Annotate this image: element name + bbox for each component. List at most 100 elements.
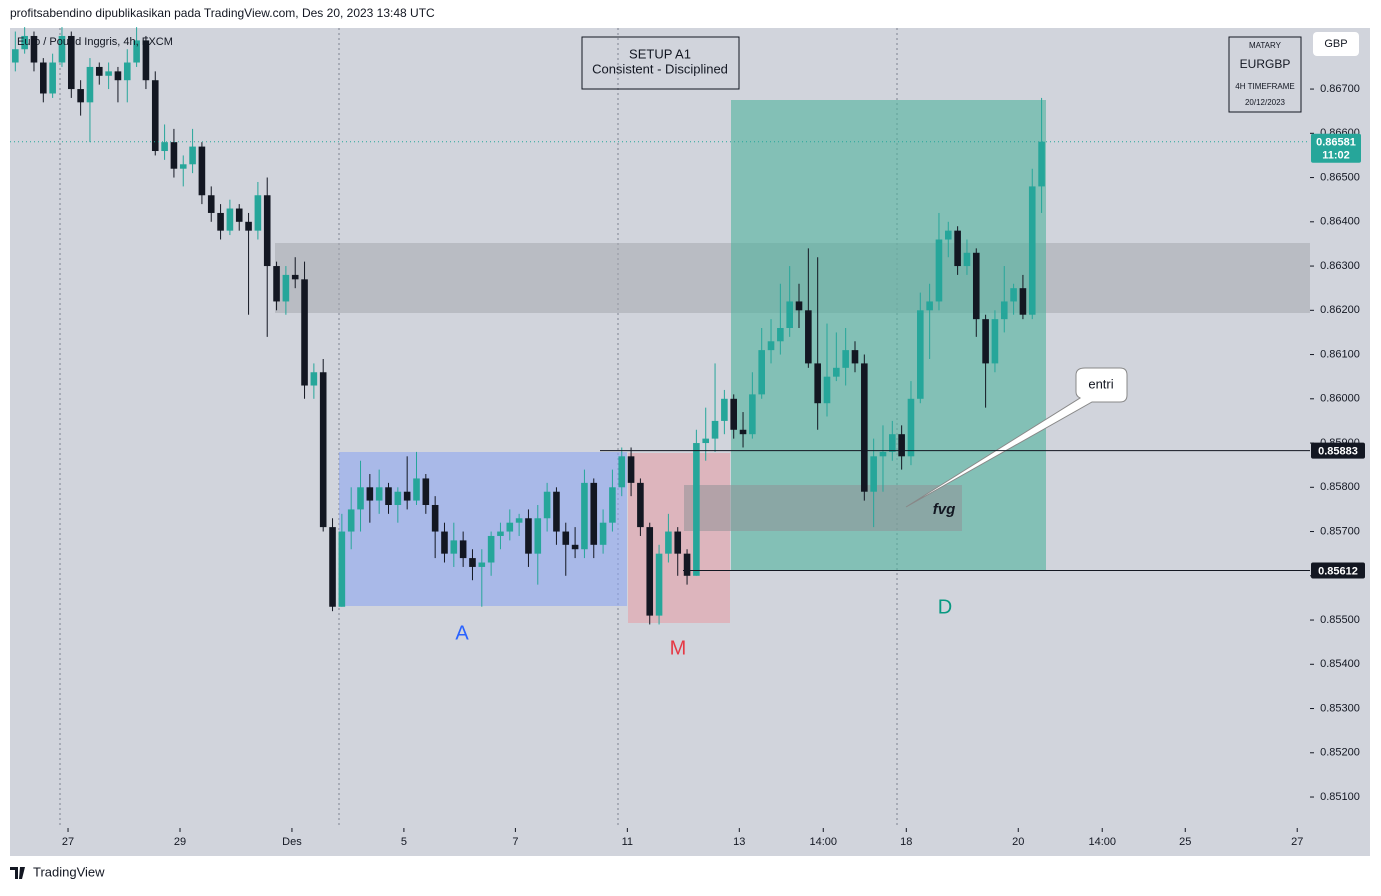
candle-body (870, 456, 877, 492)
y-tick-label: 0.85800 (1320, 481, 1360, 493)
candle-body (310, 372, 318, 386)
label-entry: entri (1088, 376, 1113, 391)
price-badge (1311, 562, 1365, 579)
candle-body (963, 252, 971, 267)
candle-body (245, 221, 252, 231)
currency-button[interactable] (1313, 32, 1359, 56)
candle-body (151, 80, 159, 152)
symbol-label: Euro / Pound Inggris, 4h, FXCM (17, 36, 173, 48)
candle-body (403, 491, 411, 501)
price-badge-label: 0.85612 (1318, 565, 1358, 577)
candle-body (459, 540, 467, 559)
footer-brand: TradingView (33, 864, 105, 879)
candle-body (506, 522, 514, 532)
x-tick-label: 20 (1012, 836, 1024, 848)
candle-body (515, 518, 523, 523)
candle-body (254, 195, 262, 231)
candle-body (571, 544, 579, 550)
candle-body (30, 35, 38, 63)
info-line: EURGBP (1240, 57, 1291, 71)
price-badge-label: 0.85883 (1318, 445, 1358, 457)
candle-body (478, 562, 486, 567)
candle-body (67, 35, 75, 90)
candle-body (170, 142, 178, 169)
candle-body (123, 62, 131, 81)
candle-body (851, 350, 859, 364)
candle-body (226, 208, 234, 231)
candle-body (385, 487, 392, 505)
candle-body (338, 531, 346, 607)
candle-body (833, 367, 840, 377)
fvg-zone (684, 485, 962, 531)
x-tick-label: 18 (900, 836, 912, 848)
x-tick-label: Des (282, 836, 302, 848)
candle-body (609, 487, 616, 523)
candle-body (543, 491, 551, 519)
countdown-label: 11:02 (1322, 150, 1350, 162)
y-tick-label: 0.85400 (1320, 658, 1360, 670)
x-tick-label: 27 (1291, 836, 1303, 848)
label-fvg: fvg (933, 501, 956, 518)
zone-a (339, 452, 627, 606)
candle-body (553, 491, 560, 532)
candles (12, 27, 1045, 625)
candle-body (12, 49, 19, 63)
publisher-line: profitsabendino dipublikasikan pada Trad… (10, 6, 435, 20)
x-tick-label: 5 (401, 836, 407, 848)
x-tick-label: 7 (512, 836, 518, 848)
currency-label: GBP (1324, 38, 1347, 50)
candle-body (301, 279, 308, 386)
candle-body (235, 208, 243, 222)
x-tick-label: 13 (733, 836, 745, 848)
x-tick-label: 14:00 (1088, 836, 1116, 848)
candle-body (133, 40, 140, 63)
candle-body (329, 527, 336, 607)
candle-body (198, 146, 206, 196)
y-tick-label: 0.86300 (1320, 260, 1360, 272)
candle-body (861, 363, 868, 492)
candle-body (926, 301, 933, 311)
candle-body (889, 434, 896, 452)
candle-body (665, 531, 672, 554)
candle-body (291, 274, 299, 280)
candle-body (319, 372, 327, 528)
candle-body (954, 230, 961, 267)
info-line: 20/12/2023 (1245, 98, 1286, 107)
candle-body (1019, 288, 1027, 315)
candle-body (991, 319, 999, 364)
candle-body (207, 195, 215, 213)
info-box (1228, 36, 1302, 113)
candle-body (394, 491, 402, 505)
y-tick-label: 0.85100 (1320, 791, 1360, 803)
candle-body (95, 66, 103, 76)
last-price-label: 0.86581 (1316, 137, 1356, 149)
candle-body (795, 301, 803, 311)
y-tick-label: 0.86400 (1320, 216, 1360, 228)
entry-callout (905, 367, 1128, 508)
label-a: A (455, 622, 469, 644)
candle-body (534, 518, 542, 554)
candle-body (375, 487, 383, 501)
candle-body (189, 146, 196, 165)
setup-box (581, 36, 740, 90)
candle-body (282, 274, 290, 302)
candle-body (562, 531, 570, 545)
candle-body (450, 540, 458, 554)
candle-body (767, 341, 775, 351)
candle-body (77, 89, 84, 103)
candle-body (49, 62, 56, 94)
candle-body (21, 35, 28, 50)
candle-body (618, 456, 626, 488)
candle-body (114, 71, 122, 81)
candle-body (907, 398, 915, 457)
candle-body (916, 310, 924, 399)
candle-body (693, 443, 700, 576)
y-tick-label: 0.85300 (1320, 702, 1360, 714)
info-line: 4H TIMEFRAME (1235, 82, 1294, 91)
x-tick-label: 11 (622, 836, 633, 848)
candle-body (599, 522, 607, 545)
candle-body (497, 531, 504, 536)
candle-body (142, 40, 150, 81)
candle-body (823, 376, 831, 404)
